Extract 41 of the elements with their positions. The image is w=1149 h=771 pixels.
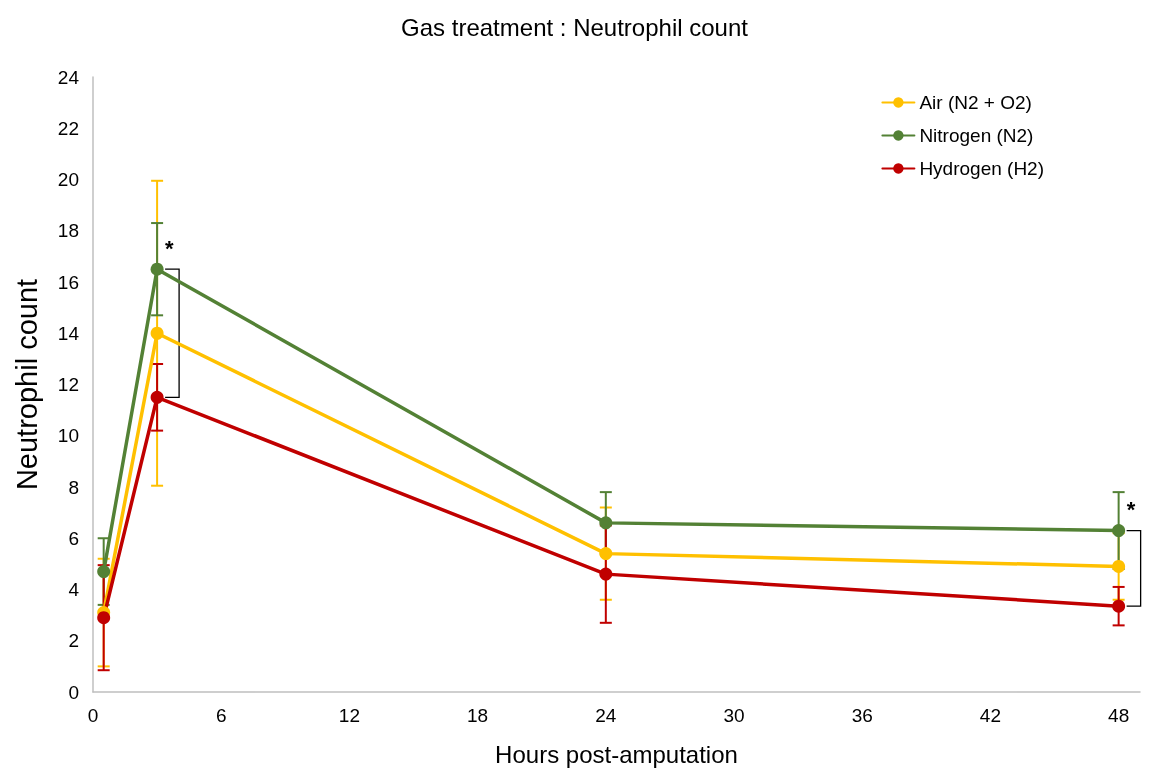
y-tick-label: 10 [57,425,79,447]
point [1112,559,1126,573]
x-tick-label: 48 [1108,705,1130,726]
x-tick-label: 0 [87,705,99,726]
y-tick-label: 6 [68,527,79,549]
y-tick-label: 20 [57,169,79,190]
x-tick-label: 6 [215,705,227,726]
point [1112,524,1126,538]
y-tick-label: 22 [57,117,79,139]
y-axis-title: Neutrophil count [10,278,43,491]
chart-title: Gas treatment : Neutrophil count [401,13,749,41]
y-tick-label: 4 [68,579,80,600]
y-tick-label: 8 [68,476,79,498]
legend-label: Air (N2 + O2) [919,92,1032,113]
legend-label: Nitrogen (N2) [919,125,1034,146]
x-tick-label: 18 [467,705,489,726]
annotation: * [165,235,175,261]
y-tick-label: 0 [68,681,79,703]
x-tick-label: 12 [338,705,360,726]
y-tick-label: 24 [57,66,80,88]
point [599,516,613,530]
x-tick-label: 30 [723,705,745,726]
point [150,262,164,276]
x-tick-label: 36 [851,705,873,726]
point [1112,599,1126,613]
y-tick-label: 14 [57,322,80,344]
x-tick-label: 42 [979,705,1001,726]
legend-label: Hydrogen (H2) [919,158,1045,179]
point [97,611,111,625]
point [97,565,111,579]
point [599,567,613,581]
y-tick-label: 18 [57,220,79,242]
y-tick-label: 16 [57,271,79,293]
annotation: * [1126,497,1136,523]
point [150,326,164,340]
y-tick-label: 12 [57,374,79,395]
point [599,547,613,561]
x-axis-title: Hours post-amputation [495,740,738,768]
point [150,390,164,404]
x-tick-label: 24 [595,705,617,726]
y-tick-label: 2 [68,630,79,652]
